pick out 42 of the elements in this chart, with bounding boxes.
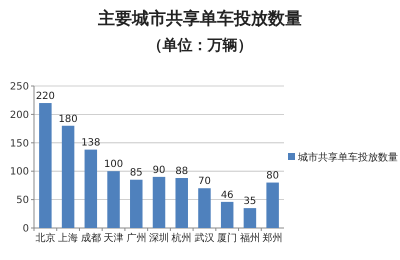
x-tick-label: 郑州 bbox=[262, 232, 283, 244]
x-tick-label: 厦门 bbox=[217, 232, 238, 244]
data-label: 35 bbox=[244, 196, 256, 208]
chart-subtitle: （单位：万辆） bbox=[148, 36, 252, 54]
x-tick-label: 北京 bbox=[35, 232, 56, 244]
y-tick-label: 0 bbox=[22, 224, 29, 234]
data-label: 46 bbox=[220, 190, 234, 201]
x-tick-label: 深圳 bbox=[149, 232, 169, 244]
y-tick-label: 150 bbox=[10, 138, 29, 150]
x-tick-label: 武汉 bbox=[194, 232, 214, 244]
bar bbox=[244, 208, 256, 228]
data-label: 220 bbox=[36, 91, 55, 102]
y-tick-label: 250 bbox=[10, 82, 29, 92]
bar bbox=[62, 126, 74, 228]
bar bbox=[266, 182, 279, 228]
x-tick-label: 天津 bbox=[104, 232, 124, 244]
data-label: 100 bbox=[104, 159, 124, 170]
data-label: 138 bbox=[81, 138, 100, 149]
y-tick-label: 100 bbox=[10, 166, 29, 178]
x-tick-label: 广州 bbox=[126, 232, 146, 244]
data-label: 85 bbox=[130, 168, 143, 179]
data-label: 88 bbox=[175, 166, 188, 178]
x-tick-label: 上海 bbox=[58, 232, 78, 244]
x-tick-label: 成都 bbox=[80, 232, 101, 244]
data-label: 90 bbox=[152, 164, 166, 176]
data-label: 80 bbox=[266, 170, 280, 182]
data-label: 70 bbox=[198, 176, 211, 188]
bar bbox=[198, 188, 211, 228]
y-tick-label: 200 bbox=[10, 110, 29, 121]
y-tick-label: 50 bbox=[16, 195, 29, 206]
bar bbox=[107, 171, 120, 228]
x-tick-label: 福州 bbox=[240, 232, 260, 244]
bar bbox=[39, 103, 52, 228]
bar bbox=[220, 202, 234, 228]
chart-title: 主要城市共享单车投放数量 bbox=[97, 9, 302, 29]
legend-label: 城市共享单车投放数量 bbox=[297, 152, 398, 164]
bar bbox=[130, 180, 143, 228]
bar bbox=[175, 178, 188, 228]
bar bbox=[84, 150, 98, 228]
bar bbox=[152, 176, 166, 228]
data-label: 180 bbox=[58, 114, 78, 125]
x-tick-label: 杭州 bbox=[170, 232, 192, 244]
